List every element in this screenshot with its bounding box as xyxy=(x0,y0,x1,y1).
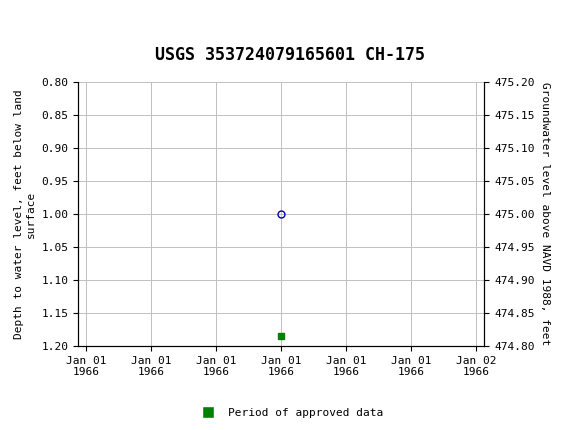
Text: USGS 353724079165601 CH-175: USGS 353724079165601 CH-175 xyxy=(155,46,425,64)
Bar xyxy=(6,2,75,37)
Y-axis label: Depth to water level, feet below land
surface: Depth to water level, feet below land su… xyxy=(14,89,36,339)
Legend: Period of approved data: Period of approved data xyxy=(193,403,387,422)
Y-axis label: Groundwater level above NAVD 1988, feet: Groundwater level above NAVD 1988, feet xyxy=(540,82,550,346)
Text: USGS: USGS xyxy=(84,9,144,28)
